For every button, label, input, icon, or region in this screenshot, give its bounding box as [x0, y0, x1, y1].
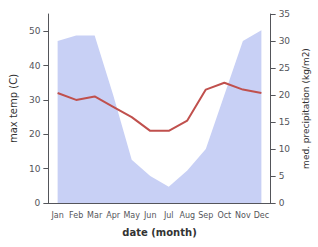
svg-text:Jan: Jan — [50, 211, 63, 220]
svg-text:Oct: Oct — [217, 211, 231, 220]
svg-text:May: May — [123, 211, 140, 220]
svg-text:30: 30 — [279, 36, 291, 46]
svg-text:40: 40 — [29, 61, 41, 71]
svg-text:15: 15 — [279, 117, 290, 127]
svg-text:date (month): date (month) — [122, 227, 196, 238]
svg-text:Jun: Jun — [143, 211, 157, 220]
svg-text:Dec: Dec — [254, 211, 269, 220]
svg-text:Sep: Sep — [198, 211, 213, 220]
svg-text:Apr: Apr — [106, 211, 121, 220]
svg-text:max temp (C): max temp (C) — [8, 74, 19, 143]
svg-text:35: 35 — [279, 9, 290, 19]
svg-text:20: 20 — [279, 90, 291, 100]
svg-text:med. precipitation (kg/m2): med. precipitation (kg/m2) — [301, 48, 311, 169]
svg-text:Jul: Jul — [163, 211, 174, 220]
svg-text:10: 10 — [279, 144, 291, 154]
svg-text:10: 10 — [29, 164, 41, 174]
svg-text:Nov: Nov — [235, 211, 251, 220]
svg-text:Feb: Feb — [69, 211, 83, 220]
svg-text:30: 30 — [29, 95, 41, 105]
svg-text:0: 0 — [279, 198, 285, 208]
svg-text:50: 50 — [29, 26, 41, 36]
svg-text:Aug: Aug — [179, 211, 195, 220]
svg-text:5: 5 — [279, 171, 285, 181]
svg-text:0: 0 — [35, 198, 41, 208]
svg-text:25: 25 — [279, 63, 290, 73]
svg-text:20: 20 — [29, 129, 41, 139]
svg-text:Mar: Mar — [87, 211, 103, 220]
